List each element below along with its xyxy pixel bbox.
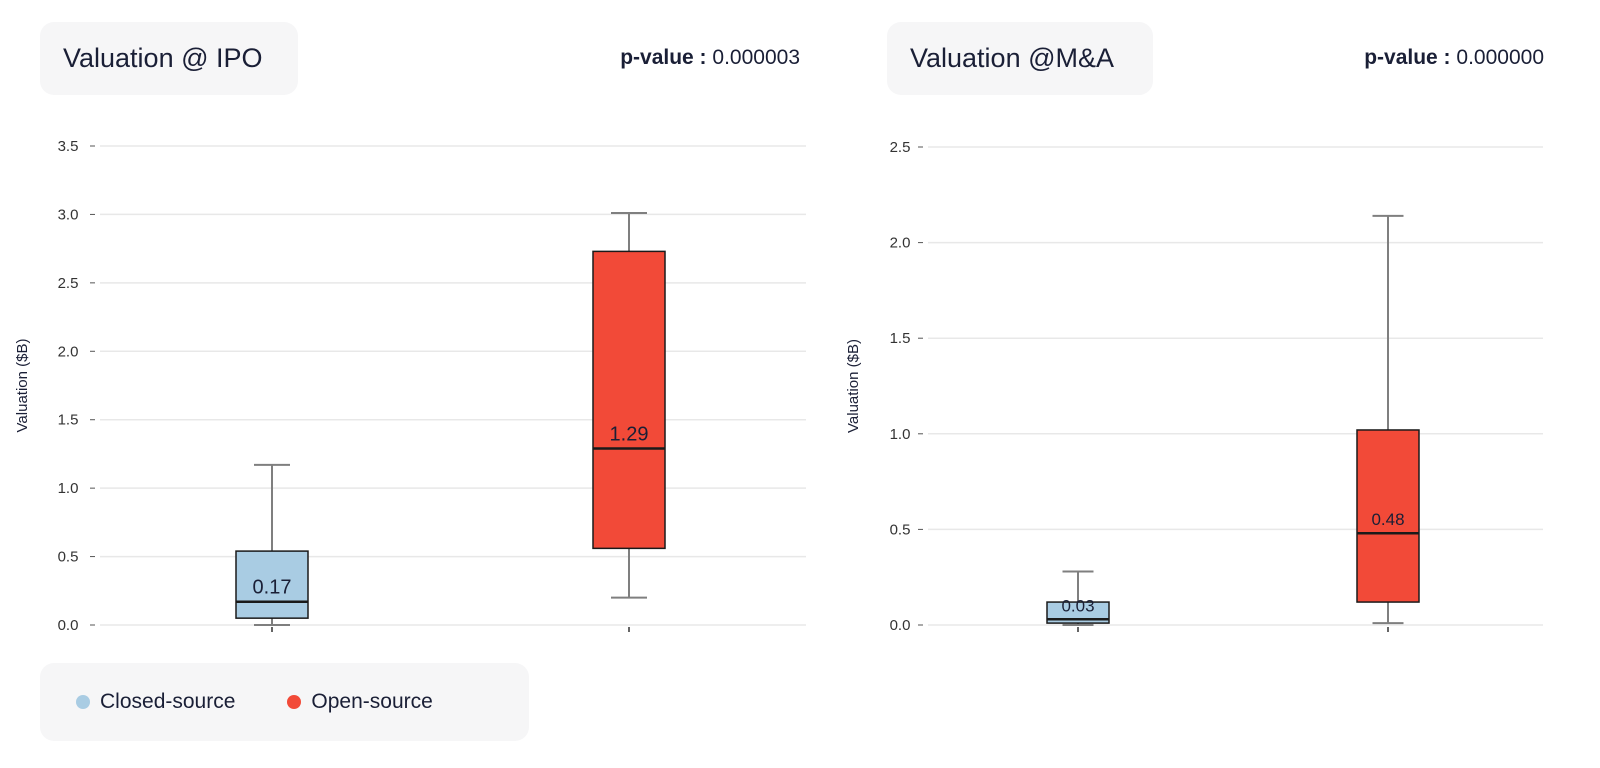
y-tick-label-ipo-5: 2.5: [58, 275, 79, 292]
legend-label-open-source: Open-source: [311, 690, 433, 713]
median-label-ma-closed-source: 0.03: [1061, 596, 1094, 615]
legend: Closed-source Open-source: [40, 663, 529, 741]
legend-label-closed-source: Closed-source: [100, 690, 236, 713]
pvalue-ipo-label: p-value :: [620, 46, 707, 69]
chart-title-ipo: Valuation @ IPO: [40, 22, 298, 95]
pvalue-ipo-value: 0.000003: [712, 46, 800, 69]
median-label-ma-open-source: 0.48: [1371, 510, 1404, 529]
median-label-ipo-closed-source: 0.17: [253, 577, 292, 599]
pvalue-ipo: p-value : 0.000003: [620, 46, 800, 70]
box-ipo-closed-source: [235, 550, 309, 619]
y-tick-label-ma-3: 1.5: [890, 330, 911, 347]
y-tick-label-ma-2: 1.0: [890, 426, 911, 443]
y-tick-label-ipo-4: 2.0: [58, 343, 79, 360]
y-tick-label-ma-4: 2.0: [890, 235, 911, 252]
y-tick-label-ipo-3: 1.5: [58, 412, 79, 429]
y-axis-label-ipo: Valuation ($B): [14, 339, 31, 433]
pvalue-ma-label: p-value :: [1364, 46, 1451, 69]
pvalue-ma: p-value : 0.000000: [1364, 46, 1544, 70]
box-ipo-open-source: [592, 250, 666, 550]
y-tick-label-ma-0: 0.0: [890, 617, 911, 634]
pvalue-ma-value: 0.000000: [1456, 46, 1544, 69]
chart-title-ma-text: Valuation @M&A: [910, 43, 1115, 73]
legend-swatch-closed-source: [76, 695, 90, 709]
box-ma-open-source: [1356, 429, 1420, 603]
chart-title-ipo-text: Valuation @ IPO: [63, 43, 263, 73]
legend-item-closed-source: Closed-source: [76, 690, 235, 714]
y-tick-label-ma-5: 2.5: [890, 139, 911, 156]
median-label-ipo-open-source: 1.29: [610, 423, 649, 445]
chart-title-ma: Valuation @M&A: [887, 22, 1153, 95]
y-tick-label-ipo-1: 0.5: [58, 549, 79, 566]
legend-swatch-open-source: [287, 695, 302, 709]
y-tick-label-ipo-0: 0.0: [58, 617, 79, 634]
y-tick-label-ipo-2: 1.0: [58, 480, 79, 497]
y-tick-label-ipo-6: 3.0: [58, 206, 79, 223]
y-tick-label-ipo-7: 3.5: [58, 138, 79, 155]
legend-item-open-source: Open-source: [287, 690, 433, 714]
y-axis-label-ma: Valuation ($B): [845, 339, 862, 433]
box-ma-closed-source: [1046, 601, 1110, 624]
y-tick-label-ma-1: 0.5: [890, 521, 911, 538]
